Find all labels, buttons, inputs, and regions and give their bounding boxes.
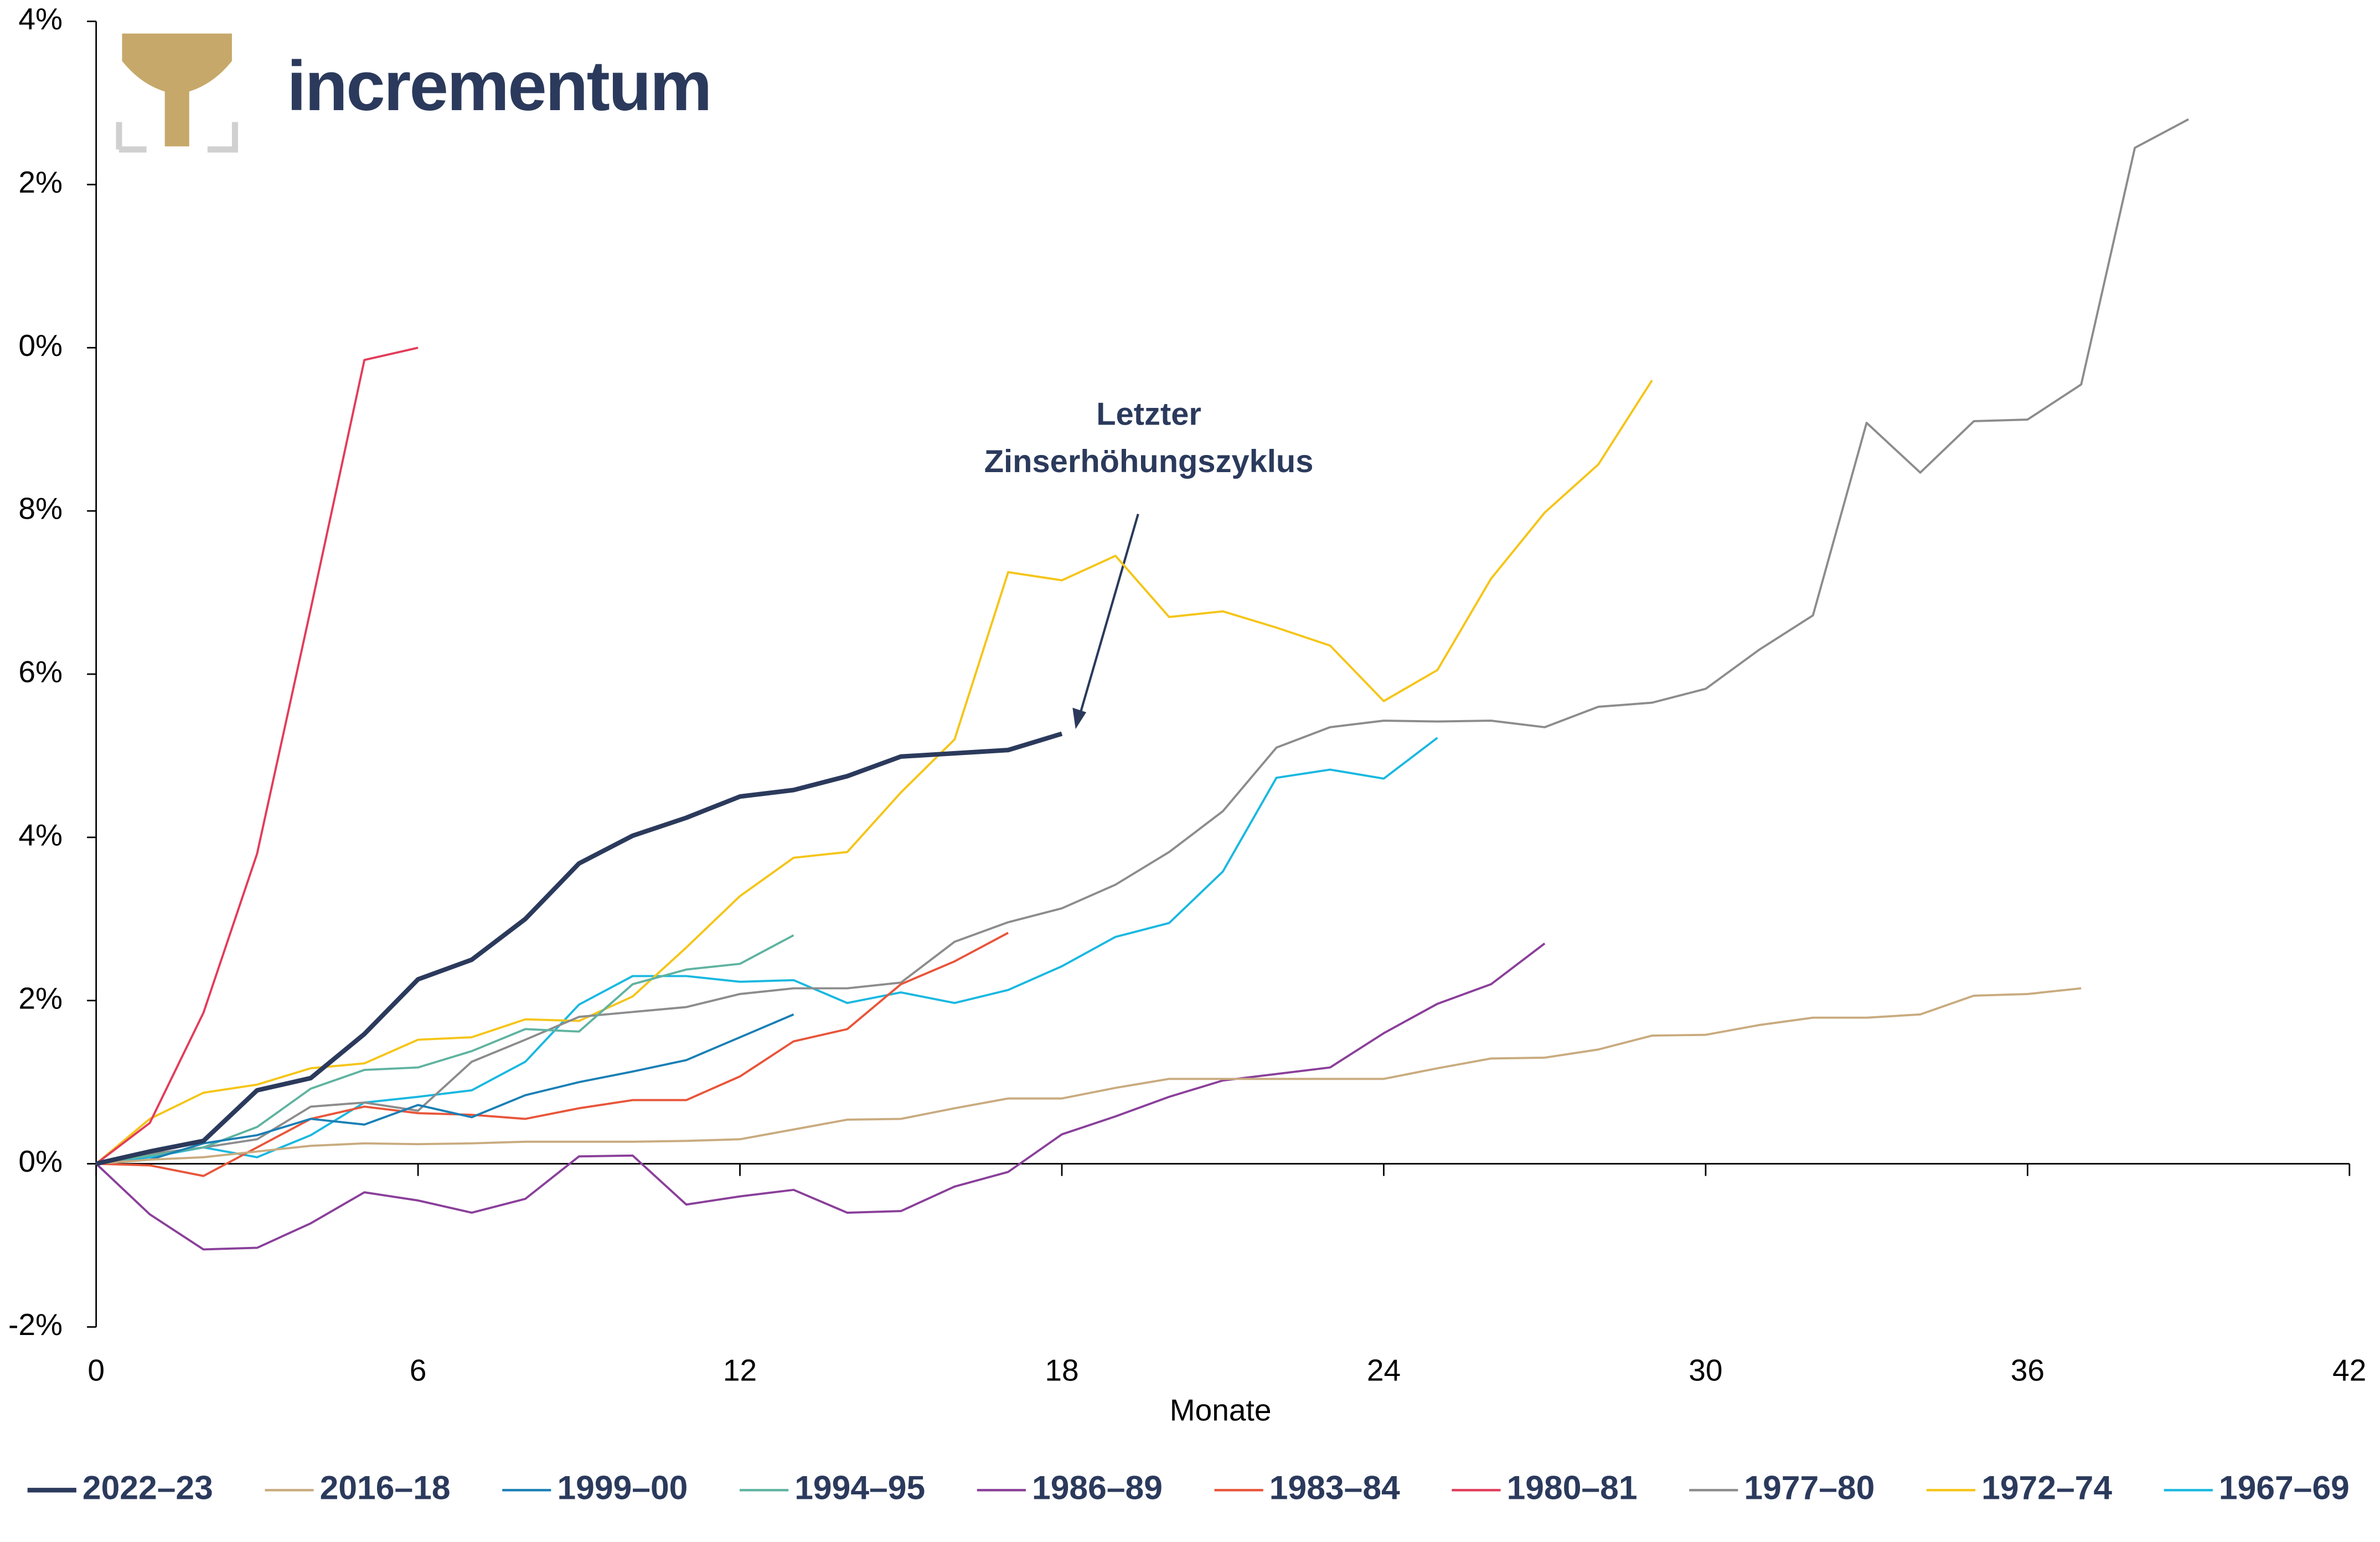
legend-label: 1980–81 <box>1507 1468 1638 1506</box>
annotation-arrow <box>1072 514 1139 729</box>
series-line <box>96 118 2190 1165</box>
series-line <box>95 731 1063 1166</box>
y-tick-label: 2% <box>18 165 63 199</box>
legend-item: 1986–89 <box>977 1468 1163 1506</box>
legend-item: 2022–23 <box>27 1468 213 1506</box>
legend-item: 1967–69 <box>2164 1468 2350 1506</box>
legend-item: 1977–80 <box>1689 1468 1875 1506</box>
x-tick-label: 36 <box>2011 1353 2045 1388</box>
legend-item: 1972–74 <box>1926 1468 2112 1506</box>
series-line <box>95 380 1653 1165</box>
annotation: Zinserhöhungszyklus <box>984 444 1314 479</box>
legend-item: 1980–81 <box>1452 1468 1638 1506</box>
y-tick-label: 0% <box>18 328 63 363</box>
series-line <box>96 737 1438 1165</box>
legend-label: 1999–00 <box>557 1468 688 1506</box>
legend-item: 1994–95 <box>740 1468 925 1506</box>
series-line <box>95 346 419 1165</box>
legend-label: 1977–80 <box>1744 1468 1875 1506</box>
series-line <box>96 987 2082 1165</box>
y-tick-label: 8% <box>18 491 63 526</box>
legend-item: 1983–84 <box>1214 1468 1400 1506</box>
x-tick-label: 24 <box>1367 1353 1401 1388</box>
y-tick-label: -2% <box>8 1307 63 1342</box>
y-tick-label: 2% <box>18 981 63 1015</box>
y-tick-label: 0% <box>18 1144 63 1178</box>
series-line <box>96 934 794 1165</box>
legend-label: 1967–69 <box>2219 1468 2350 1506</box>
x-tick-label: 12 <box>723 1353 757 1388</box>
annotation: Letzter <box>1096 397 1201 432</box>
legend-label: 2016–18 <box>320 1468 451 1506</box>
legend-label: 1983–84 <box>1269 1468 1400 1506</box>
x-tick-label: 30 <box>1689 1353 1722 1388</box>
logo-icon <box>116 33 238 153</box>
logo-text: incrementum <box>287 46 711 125</box>
legend-label: 2022–23 <box>82 1468 213 1506</box>
series-line <box>95 942 1546 1251</box>
legend-label: 1972–74 <box>1981 1468 2112 1506</box>
x-tick-label: 42 <box>2332 1353 2366 1388</box>
y-tick-label: 6% <box>18 655 63 689</box>
x-axis-label: Monate <box>1170 1393 1272 1427</box>
series-line <box>96 1013 794 1165</box>
legend-item: 2016–18 <box>265 1468 451 1506</box>
x-tick-label: 6 <box>410 1353 427 1388</box>
y-tick-label: 4% <box>18 2 63 36</box>
x-tick-label: 0 <box>87 1353 105 1388</box>
legend-label: 1994–95 <box>794 1468 925 1506</box>
y-tick-label: 4% <box>18 817 63 852</box>
legend-item: 1999–00 <box>502 1468 688 1506</box>
legend-label: 1986–89 <box>1032 1468 1163 1506</box>
x-tick-label: 18 <box>1045 1353 1078 1388</box>
